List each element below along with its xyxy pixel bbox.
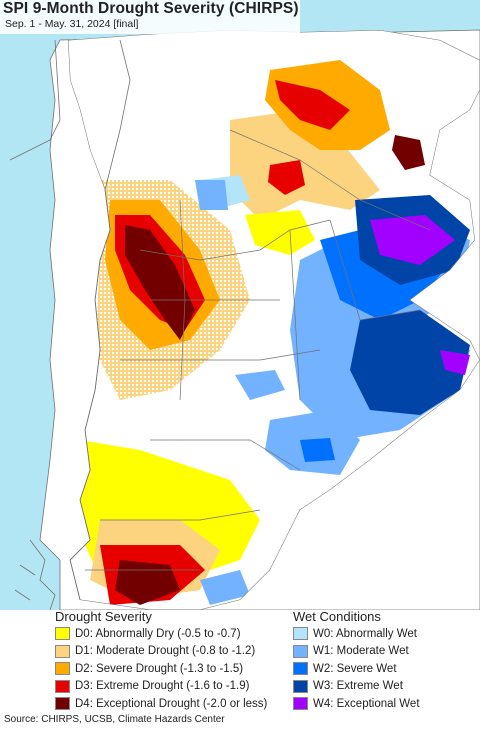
map-title: SPI 9-Month Drought Severity (CHIRPS): [3, 0, 299, 17]
d4-area-west: [125, 225, 195, 340]
w4-area-southeast: [440, 350, 470, 375]
legend-item-w3: W3: Extreme Wet: [293, 678, 420, 696]
drought-legend: D0: Abnormally Dry (-0.5 to -0.7) D1: Mo…: [55, 625, 267, 713]
legend-label-d2: D2: Severe Drought (-1.3 to -1.5): [75, 662, 244, 675]
chile-coast: [9, 39, 61, 161]
swatch-w2: [293, 662, 308, 676]
legend-label-w4: W4: Exceptional Wet: [313, 697, 420, 710]
swatch-d0: [55, 627, 70, 641]
swatch-w1: [293, 644, 308, 658]
swatch-w4: [293, 697, 308, 711]
legend-item-w2: W2: Severe Wet: [293, 660, 420, 678]
legend-label-w0: W0: Abnormally Wet: [313, 627, 417, 640]
legend-item-d2: D2: Severe Drought (-1.3 to -1.5): [55, 660, 267, 678]
w1-area-center-west: [235, 370, 285, 400]
d4-area-north-east: [392, 135, 425, 170]
legend-label-w1: W1: Moderate Wet: [313, 645, 409, 658]
legend-label-d1: D1: Moderate Drought (-0.8 to -1.2): [75, 645, 256, 658]
w2-area-central: [300, 438, 335, 462]
legend-label-d3: D3: Extreme Drought (-1.6 to -1.9): [75, 680, 250, 693]
swatch-w3: [293, 679, 308, 693]
w1-area-north-west: [195, 180, 228, 210]
borders: [85, 129, 431, 571]
swatch-w0: [293, 627, 308, 641]
southern-coast-islands: [14, 539, 56, 610]
legend-label-w2: W2: Severe Wet: [313, 662, 397, 675]
map-subtitle: Sep. 1 - May. 31, 2024 [final]: [5, 18, 139, 30]
d3-area-chaco: [268, 160, 305, 195]
andes-border: [69, 39, 131, 601]
d3-area-north: [275, 80, 350, 130]
w3-area-southeast: [350, 310, 470, 415]
legend-item-d4: D4: Exceptional Drought (-2.0 or less): [55, 695, 267, 713]
legend-item-d1: D1: Moderate Drought (-0.8 to -1.2): [55, 643, 267, 661]
legend-item-w1: W1: Moderate Wet: [293, 643, 420, 661]
wet-legend-heading: Wet Conditions: [293, 609, 381, 624]
legend-item-w0: W0: Abnormally Wet: [293, 625, 420, 643]
d4-area-south: [115, 560, 180, 605]
d1-area-north: [230, 110, 380, 220]
w1-area-south: [200, 570, 250, 605]
legend-item-d3: D3: Extreme Drought (-1.6 to -1.9): [55, 678, 267, 696]
study-region: [68, 30, 480, 610]
swatch-d2: [55, 662, 70, 676]
drought-legend-heading: Drought Severity: [55, 609, 152, 624]
swatch-d1: [55, 644, 70, 658]
drought-map: [0, 0, 480, 610]
wet-legend: W0: Abnormally Wet W1: Moderate Wet W2: …: [293, 625, 420, 713]
source-credit: Source: CHIRPS, UCSB, Climate Hazards Ce…: [4, 714, 225, 725]
swatch-d3: [55, 679, 70, 693]
legend-label-w3: W3: Extreme Wet: [313, 680, 403, 693]
legend-item-d0: D0: Abnormally Dry (-0.5 to -0.7): [55, 625, 267, 643]
d0-area-north: [245, 210, 315, 255]
legend-label-d0: D0: Abnormally Dry (-0.5 to -0.7): [75, 627, 241, 640]
legend-item-w4: W4: Exceptional Wet: [293, 695, 420, 713]
swatch-d4: [55, 697, 70, 711]
w4-area-east: [370, 215, 455, 265]
legend-label-d4: D4: Exceptional Drought (-2.0 or less): [75, 697, 268, 710]
